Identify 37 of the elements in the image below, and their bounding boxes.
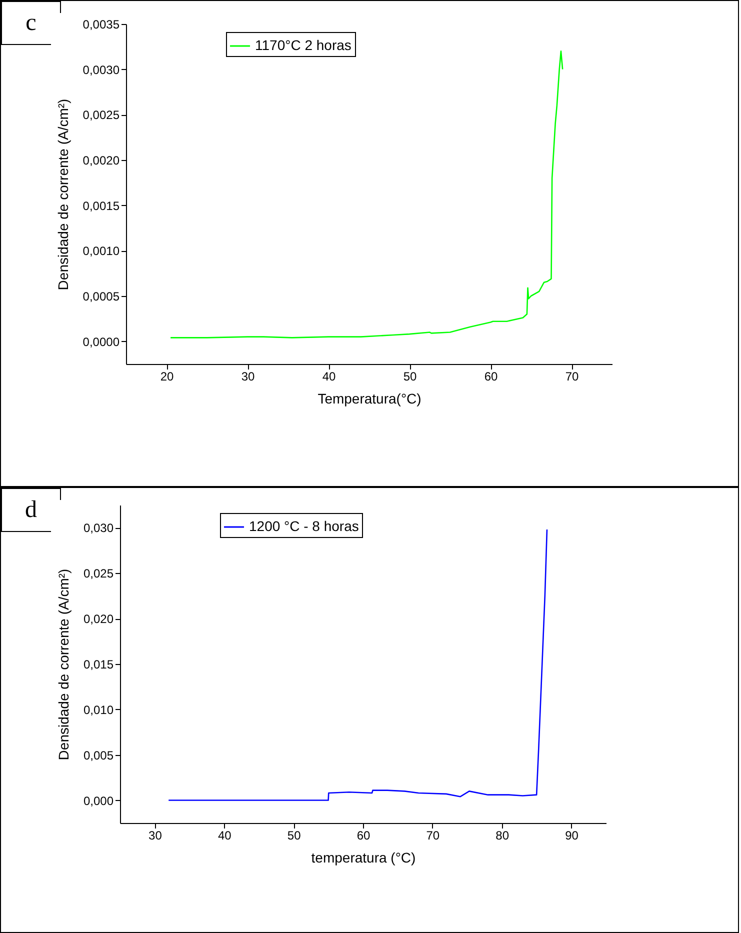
x-tick-label: 30 <box>241 370 255 384</box>
y-tick-label: 0,0000 <box>82 334 120 349</box>
x-tick-label: 70 <box>426 828 440 842</box>
text: d <box>1 488 61 532</box>
x-axis-title: Temperatura(°C) <box>318 390 422 406</box>
x-tick-label: 30 <box>148 828 162 842</box>
legend-label: 1200 °C - 8 horas <box>249 518 359 534</box>
x-tick-label: 40 <box>322 370 336 384</box>
y-tick-label: 0,0005 <box>82 290 120 304</box>
x-tick-label: 60 <box>484 370 498 384</box>
y-tick-label: 0,0035 <box>82 18 120 32</box>
legend-label: 1170°C 2 horas <box>255 37 352 53</box>
line-series <box>170 50 564 338</box>
y-tick-label: 0,0015 <box>82 198 120 213</box>
y-tick-label: 0,000 <box>83 794 114 808</box>
x-tick-label: 20 <box>160 370 174 384</box>
y-tick-label: 0,010 <box>83 702 114 717</box>
y-tick-label: 0,0025 <box>82 108 120 122</box>
x-tick-label: 60 <box>356 828 370 842</box>
y-tick-label: 0,0010 <box>82 244 120 258</box>
x-tick-label: 70 <box>565 370 579 384</box>
x-tick-label: 50 <box>287 828 302 842</box>
y-tick-label: 0,030 <box>83 521 114 536</box>
x-tick-label: 90 <box>565 828 579 842</box>
y-tick-label: 0,0030 <box>82 62 120 77</box>
x-axis-title: temperatura (°C) <box>311 850 416 866</box>
x-tick-label: 80 <box>496 828 510 842</box>
x-tick-label: 50 <box>403 370 417 384</box>
y-tick-label: 0,0020 <box>82 154 120 168</box>
y-axis-title: Densidade de corrente (A/cm²) <box>55 568 72 760</box>
y-tick-label: 0,015 <box>83 658 114 672</box>
y-tick-label: 0,020 <box>83 612 114 626</box>
y-axis-title: Densidade de corrente (A/cm²) <box>54 98 71 290</box>
x-tick-label: 40 <box>218 828 232 842</box>
text: c <box>1 1 61 45</box>
y-tick-label: 0,025 <box>83 566 114 581</box>
y-tick-label: 0,005 <box>83 748 114 762</box>
